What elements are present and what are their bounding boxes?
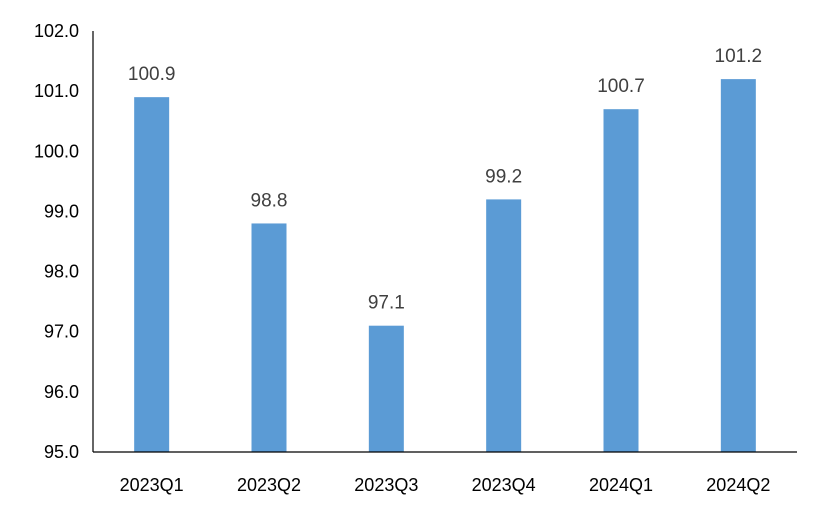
y-tick-label: 101.0: [34, 81, 79, 101]
y-tick-label: 96.0: [44, 382, 79, 402]
data-label: 98.8: [251, 190, 288, 211]
x-tick-label: 2023Q4: [472, 475, 536, 495]
x-axis-labels: 2023Q1 2023Q2 2023Q3 2023Q4 2024Q1 2024Q2: [120, 475, 771, 495]
x-tick-label: 2024Q2: [706, 475, 770, 495]
y-tick-label: 98.0: [44, 262, 79, 282]
bar-2023q3: [368, 325, 404, 452]
y-tick-label: 99.0: [44, 201, 79, 221]
y-axis-ticks: 95.0 96.0 97.0 98.0 99.0 100.0 101.0 102.0: [34, 21, 79, 462]
x-tick-label: 2024Q1: [589, 475, 653, 495]
x-tick-label: 2023Q3: [354, 475, 418, 495]
data-labels: 100.9 98.8 97.1 99.2 100.7 101.2: [128, 46, 762, 314]
data-label: 101.2: [715, 46, 763, 67]
bar-2023q1: [134, 97, 170, 453]
x-tick-label: 2023Q1: [120, 475, 184, 495]
bar-2024q2: [720, 79, 756, 452]
data-label: 99.2: [485, 166, 522, 187]
bars: [134, 79, 756, 453]
y-tick-label: 102.0: [34, 21, 79, 41]
data-label: 100.9: [128, 64, 176, 85]
bar-2023q4: [486, 199, 522, 452]
data-label: 97.1: [368, 293, 405, 314]
y-tick-label: 100.0: [34, 141, 79, 161]
bar-2023q2: [251, 223, 287, 452]
x-tick-label: 2023Q2: [237, 475, 301, 495]
bar-2024q1: [603, 109, 639, 452]
data-label: 100.7: [597, 76, 645, 97]
y-tick-label: 97.0: [44, 322, 79, 342]
y-tick-label: 95.0: [44, 442, 79, 462]
